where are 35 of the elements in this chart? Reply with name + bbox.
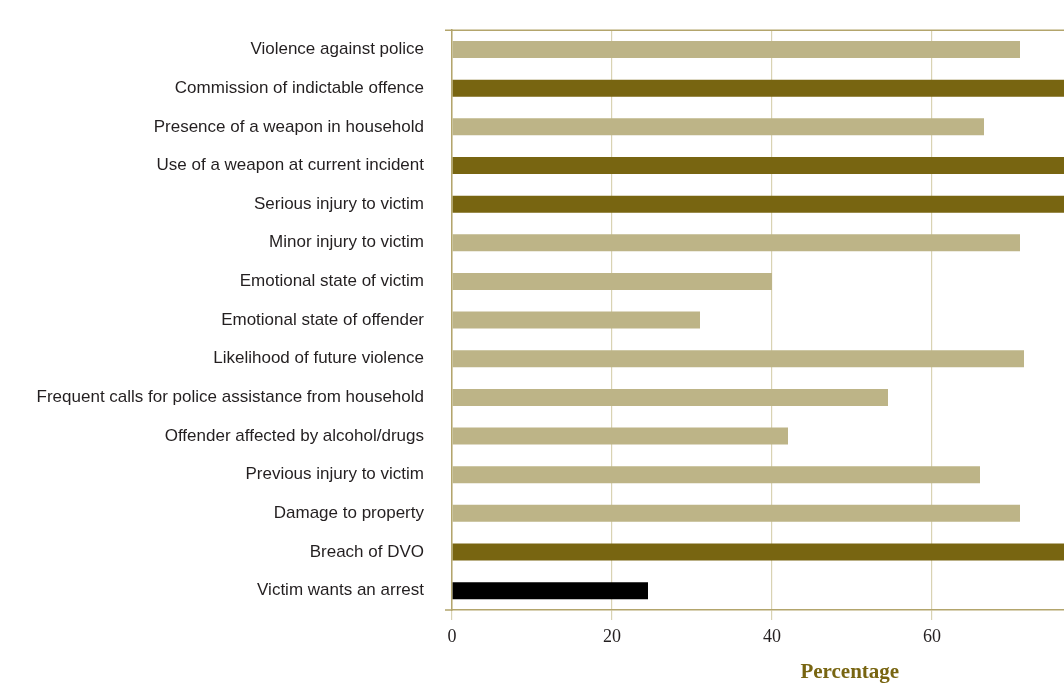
bar bbox=[452, 582, 648, 600]
x-tick-label: 60 bbox=[923, 625, 941, 646]
bar bbox=[452, 543, 1064, 561]
y-tick-label: Serious injury to victim bbox=[253, 193, 424, 213]
bar bbox=[452, 79, 1064, 97]
x-tick-label: 40 bbox=[763, 625, 781, 646]
y-tick-label: Commission of indictable offence bbox=[174, 77, 424, 97]
bar bbox=[452, 466, 980, 484]
bar bbox=[452, 195, 1064, 213]
y-tick-label: Emotional state of offender bbox=[221, 309, 425, 329]
bar bbox=[452, 388, 888, 406]
y-tick-label: Victim wants an arrest bbox=[257, 580, 425, 600]
y-tick-label: Damage to property bbox=[273, 503, 425, 523]
bar bbox=[452, 427, 788, 445]
y-tick-label: Minor injury to victim bbox=[269, 232, 424, 252]
bar bbox=[452, 118, 984, 136]
y-tick-label: Breach of DVO bbox=[309, 541, 424, 561]
bar bbox=[452, 272, 772, 290]
y-tick-label: Violence against police bbox=[250, 39, 424, 59]
y-tick-label: Presence of a weapon in household bbox=[153, 116, 424, 136]
bar bbox=[452, 156, 1064, 174]
y-tick-label: Frequent calls for police assistance from household bbox=[36, 387, 424, 407]
bar bbox=[452, 350, 1024, 368]
y-tick-label: Likelihood of future violence bbox=[213, 348, 424, 368]
bar bbox=[452, 504, 1020, 522]
bar bbox=[452, 234, 1020, 252]
bar bbox=[452, 311, 700, 329]
y-tick-label: Use of a weapon at current incident bbox=[156, 155, 425, 175]
x-tick-label: 20 bbox=[603, 625, 621, 646]
y-tick-label: Offender affected by alcohol/drugs bbox=[164, 425, 424, 445]
y-tick-label: Emotional state of victim bbox=[239, 271, 424, 291]
x-tick-label: 0 bbox=[447, 625, 457, 646]
y-tick-label: Previous injury to victim bbox=[245, 464, 424, 484]
x-axis-title: Percentage bbox=[800, 659, 900, 684]
bar bbox=[452, 41, 1020, 59]
